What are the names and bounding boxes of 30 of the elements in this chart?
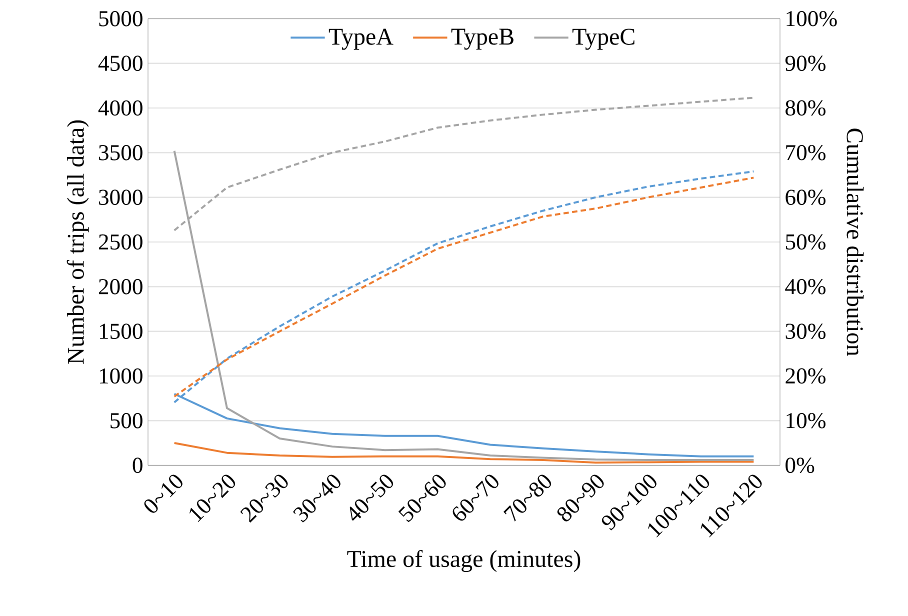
y2-tick-label: 70%	[786, 144, 826, 160]
y2-tick-label: 100%	[786, 10, 837, 26]
legend-label: TypeB	[451, 28, 514, 50]
legend-label: TypeC	[572, 28, 634, 50]
y2-tick-label: 0%	[786, 458, 814, 473]
y-tick-label: 2500	[98, 234, 142, 250]
y-tick-label: 1500	[100, 324, 142, 339]
y2-tick-label: 40%	[785, 278, 826, 294]
y2-tick-label: 20%	[786, 368, 826, 384]
y2-axis-title: Cumulative distribution	[846, 128, 864, 356]
x-tick-label: 0~10	[144, 474, 182, 513]
x-axis-title: Time of usage (minutes)	[347, 550, 580, 572]
y-tick-label: 4500	[98, 56, 142, 71]
legend-label: TypeA	[328, 28, 394, 50]
y-tick-label: 500	[110, 413, 142, 428]
y2-tick-label: 50%	[786, 234, 826, 250]
y-tick-label: 3500	[99, 145, 142, 160]
y-tick-label: 3000	[99, 190, 142, 205]
line-series	[173, 442, 755, 464]
y2-tick-label: 80%	[786, 100, 826, 116]
y-tick-label: 4000	[98, 100, 142, 116]
y2-tick-label: 30%	[786, 324, 826, 339]
y-axis-title: Number of trips (all data)	[66, 120, 89, 364]
y-tick-label: 2000	[98, 279, 142, 294]
y-tick-label: 0	[132, 458, 142, 473]
y-tick-label: 1000	[100, 368, 142, 384]
y2-tick-label: 10%	[786, 412, 826, 428]
y2-tick-label: 60%	[786, 190, 826, 205]
y-tick-label: 5000	[99, 11, 142, 26]
y2-tick-label: 90%	[785, 56, 826, 72]
